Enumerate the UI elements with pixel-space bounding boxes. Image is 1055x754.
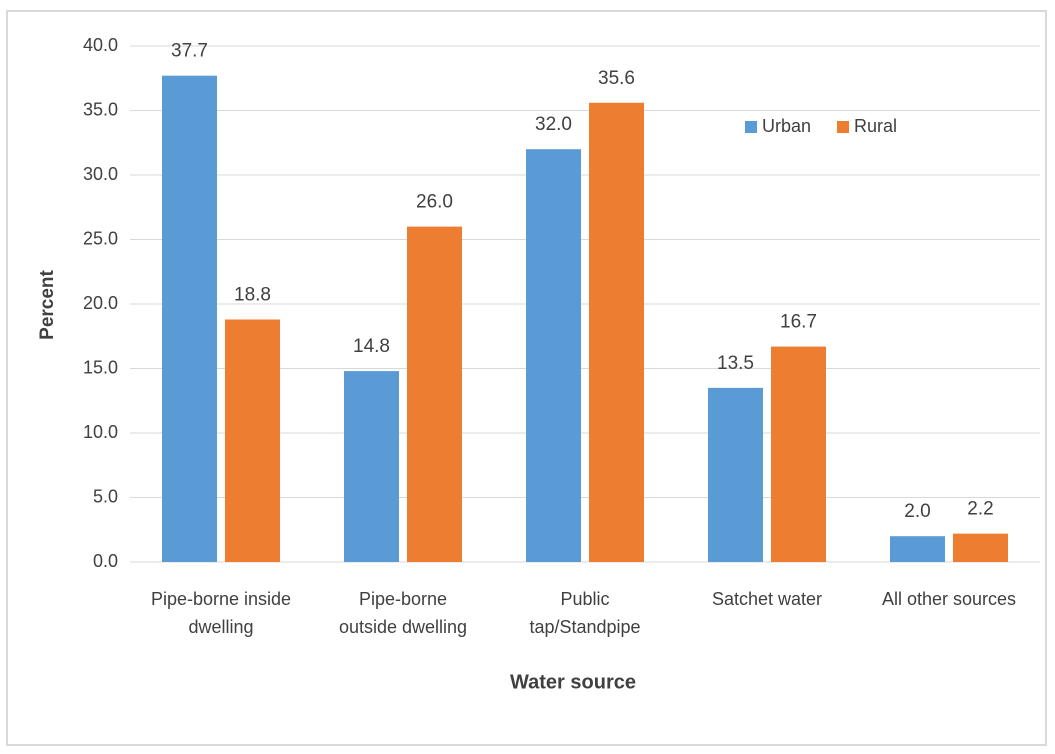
y-tick-label: 30.0: [83, 164, 118, 184]
data-label: 37.7: [171, 41, 208, 62]
legend-label: Urban: [762, 116, 811, 136]
chart-frame: [6, 10, 1047, 746]
y-tick-label: 40.0: [83, 35, 118, 55]
data-label: 32.0: [535, 114, 572, 135]
data-label: 26.0: [416, 192, 453, 213]
bar: [890, 536, 945, 562]
data-label: 2.0: [904, 501, 930, 522]
data-label: 18.8: [234, 284, 271, 305]
x-tick-label: All other sources: [881, 589, 1017, 609]
x-tick-label: Satchet water: [711, 589, 823, 609]
bar: [589, 102, 644, 562]
x-tick-label: Pipe-borne inside dwelling: [150, 589, 292, 637]
bar: [953, 533, 1008, 562]
legend-swatch: [837, 121, 849, 133]
x-axis-title: Water source: [510, 671, 636, 693]
bar: [771, 346, 826, 562]
bar: [708, 387, 763, 562]
y-tick-label: 0.0: [93, 551, 118, 571]
data-label: 13.5: [717, 353, 754, 374]
bar: [344, 371, 399, 562]
legend-swatch: [745, 121, 757, 133]
y-tick-label: 15.0: [83, 357, 118, 377]
data-label: 16.7: [780, 312, 817, 333]
x-tick-label: Pipe-borne outside dwelling: [338, 589, 468, 637]
data-label: 35.6: [598, 68, 635, 89]
bar: [407, 226, 462, 562]
data-label: 14.8: [353, 336, 390, 357]
y-axis-title: Percent: [37, 269, 58, 339]
y-tick-label: 10.0: [83, 422, 118, 442]
y-tick-label: 20.0: [83, 293, 118, 313]
legend-label: Rural: [854, 116, 897, 136]
bar: [225, 319, 280, 562]
data-label: 2.2: [967, 499, 993, 520]
bar: [162, 75, 217, 563]
bar: [526, 149, 581, 562]
y-tick-label: 35.0: [83, 99, 118, 119]
x-tick-label: Public tap/Standpipe: [529, 589, 641, 637]
y-tick-label: 25.0: [83, 228, 118, 248]
y-tick-label: 5.0: [93, 486, 118, 506]
